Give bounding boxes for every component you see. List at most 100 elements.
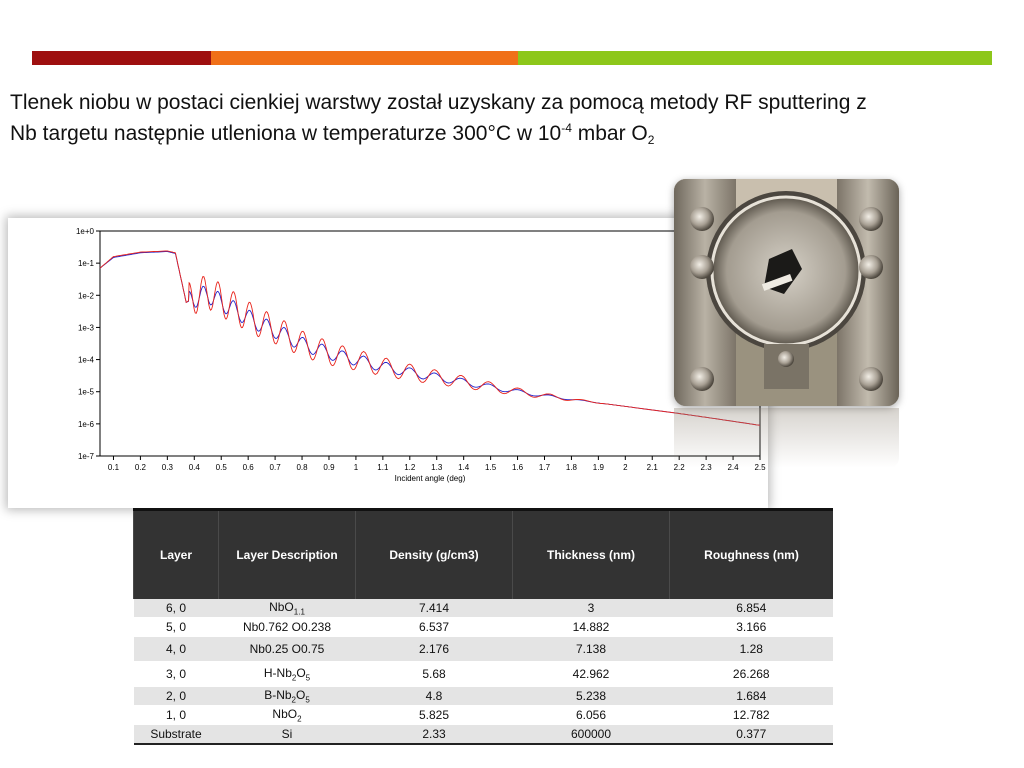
desc-base: NbO [269,599,294,614]
desc-sub2: 5 [305,673,311,683]
x-tick-label: 1.2 [404,463,416,472]
reflectivity-chart-card: 1e+0 1e-1 1e-2 1e-3 1e-4 1e-5 1e-6 1e-7 0.1 0.2 0.… [8,218,768,508]
sample-holder-illustration [674,179,899,406]
x-tick-label: 2 [623,463,628,472]
cell-roughness: 26.268 [669,661,833,687]
desc-base: H-Nb [263,665,292,680]
x-tick-label: 1.6 [512,463,524,472]
table-row: 5, 0 Nb0.762 O0.238 6.537 14.882 3.166 [133,617,833,637]
reflectivity-chart: 1e+0 1e-1 1e-2 1e-3 1e-4 1e-5 1e-6 1e-7 0.1 0.2 0.… [76,227,766,483]
x-axis-label: Incident angle (deg) [395,474,466,483]
cell-thickness: 5.238 [512,686,670,706]
desc-sub: 2 [297,714,302,724]
x-tick-label: 2.5 [754,463,766,472]
table-row: 4, 0 Nb0.25 O0.75 2.176 7.138 1.28 [133,636,833,662]
cell-layer-description: Nb0.25 O0.75 [218,636,356,662]
desc-base: Si [281,727,293,741]
cell-density: 7.414 [355,599,513,618]
x-tick-label: 1 [354,463,359,472]
cell-layer-description: H-Nb2O5 [218,661,356,687]
photo-reflection [674,408,899,468]
top-bar-orange-segment [211,51,518,65]
cell-density: 2.33 [355,724,513,745]
x-tick-label: 0.5 [216,463,228,472]
x-tick-label: 0.9 [323,463,335,472]
y-tick-label: 1e-3 [78,323,95,332]
desc-sub2: 5 [305,695,310,705]
x-tick-label: 0.8 [296,463,308,472]
desc-base: NbO [272,706,298,721]
desc-sub: 2 [291,695,296,705]
x-tick-label: 1.8 [566,463,578,472]
y-tick-label: 1e-7 [78,452,95,461]
x-tick-label: 2.4 [727,463,739,472]
cell-density: 5.825 [355,705,513,725]
desc-sub: 1.1 [293,607,305,617]
header-layer-description: Layer Description [218,508,356,599]
cell-roughness: 1.28 [669,636,833,662]
cell-roughness: 3.166 [669,617,833,637]
table-row: 3, 0 H-Nb2O5 5.68 42.962 26.268 [133,661,833,687]
cell-layer-description: NbO1.1 [218,599,356,618]
desc-base: Nb0.762 O0.238 [242,620,332,634]
top-bar-red-segment [32,51,211,65]
cell-roughness: 6.854 [669,599,833,618]
title-line-2-unit: mbar O [571,122,648,145]
x-tick-label: 0.2 [135,463,147,472]
table-row: 2, 0 B-Nb2O5 4.8 5.238 1.684 [133,686,833,706]
desc-mid: O [296,665,306,680]
title-exponent: -4 [561,121,572,135]
x-tick-label: 1.4 [458,463,470,472]
desc-base: B-Nb [264,687,292,702]
cell-roughness: 12.782 [669,705,833,725]
x-tick-label: 0.6 [243,463,255,472]
x-tick-label: 2.1 [647,463,659,472]
sample-holder-photo [674,179,899,406]
cell-layer: 3, 0 [133,661,219,687]
cell-layer: 1, 0 [133,705,219,725]
y-tick-label: 1e-1 [78,259,95,268]
title-line-1: Tlenek niobu w postaci cienkiej warstwy … [10,91,867,114]
x-tick-label: 2.2 [674,463,686,472]
title-line-2: Nb targetu następnie utleniona w tempera… [10,118,990,149]
header-roughness: Roughness (nm) [669,508,833,599]
x-tick-label: 1.9 [593,463,605,472]
cell-thickness: 6.056 [512,705,670,725]
title-subscript: 2 [647,133,655,147]
y-tick-label: 1e-2 [78,291,95,300]
cell-layer: 6, 0 [133,599,219,618]
cell-layer: Substrate [133,724,219,745]
x-tick-label: 1.3 [431,463,443,472]
header-layer: Layer [133,508,219,599]
cell-layer: 4, 0 [133,636,219,662]
cell-density: 4.8 [355,686,513,706]
cell-roughness: 1.684 [669,686,833,706]
cell-thickness: 7.138 [512,636,670,662]
title-line-2-text: Nb targetu następnie utleniona w tempera… [10,122,562,145]
x-tick-label: 1.1 [377,463,389,472]
y-tick-label: 1e+0 [76,227,95,236]
desc-mid: O [296,687,306,702]
x-tick-label: 1.5 [485,463,497,472]
slide-title: Tlenek niobu w postaci cienkiej warstwy … [10,87,990,149]
cell-layer-description: NbO2 [218,705,356,725]
y-tick-label: 1e-5 [78,388,95,397]
cell-roughness: 0.377 [669,724,833,745]
x-tick-label: 1.7 [539,463,551,472]
header-thickness: Thickness (nm) [512,508,670,599]
table-row: Substrate Si 2.33 600000 0.377 [133,724,833,745]
cell-layer: 2, 0 [133,686,219,706]
header-density: Density (g/cm3) [355,508,513,599]
y-tick-label: 1e-4 [78,356,95,365]
table-row: 1, 0 NbO2 5.825 6.056 12.782 [133,705,833,725]
cell-thickness: 3 [512,599,670,618]
series-line-2 [99,250,761,426]
desc-base: Nb0.25 O0.75 [249,642,325,656]
plot-area-frame [99,230,761,457]
cell-layer: 5, 0 [133,617,219,637]
y-tick-label: 1e-6 [78,420,95,429]
cell-thickness: 600000 [512,724,670,745]
desc-sub: 2 [291,673,297,683]
table-header-row: Layer Layer Description Density (g/cm3) … [133,508,833,599]
cell-layer-description: Nb0.762 O0.238 [218,617,356,637]
